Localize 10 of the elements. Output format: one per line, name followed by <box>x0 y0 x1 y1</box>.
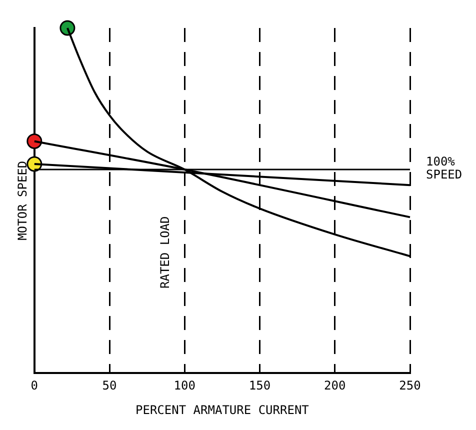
x-tick-label: 0 <box>30 378 38 393</box>
x-tick-label: 50 <box>102 378 117 393</box>
x-tick-label: 100 <box>174 378 196 393</box>
y-axis-title: MOTOR SPEED <box>15 160 30 240</box>
x-tick-label: 150 <box>248 378 271 393</box>
ref-line-label: 100% SPEED <box>426 154 462 182</box>
x-axis-title: PERCENT ARMATURE CURRENT <box>136 402 309 417</box>
x-tick-label: 200 <box>324 378 346 393</box>
annotation: RATED LOAD <box>158 216 172 289</box>
x-tick-label: 250 <box>399 378 421 393</box>
